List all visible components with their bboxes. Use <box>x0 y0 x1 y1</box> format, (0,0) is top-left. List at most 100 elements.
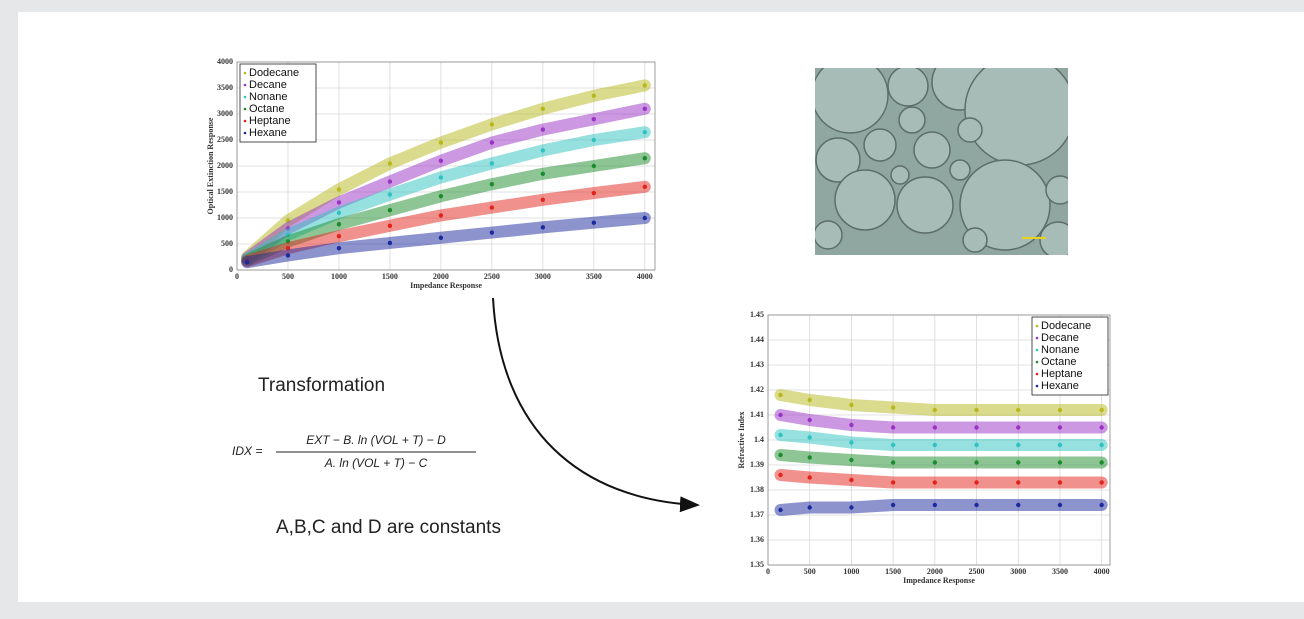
point <box>933 480 937 484</box>
point <box>808 475 812 479</box>
legend-entry: Octane <box>249 103 284 115</box>
point <box>337 234 341 238</box>
x-tick-label: 3500 <box>1052 567 1068 576</box>
legend-entry: Hexane <box>249 127 287 139</box>
transformation-label: Transformation <box>258 375 385 396</box>
y-tick-label: 500 <box>221 239 233 248</box>
point <box>490 205 494 209</box>
x-axis-title: Impedance Response <box>410 281 482 290</box>
y-tick-label: 2500 <box>217 135 233 144</box>
point <box>490 140 494 144</box>
point <box>778 393 782 397</box>
point <box>439 236 443 240</box>
point <box>592 94 596 98</box>
y-tick-label: 1.37 <box>750 510 764 519</box>
point <box>1099 460 1103 464</box>
point <box>891 460 895 464</box>
point <box>1058 408 1062 412</box>
point <box>643 185 647 189</box>
legend-entry: Heptane <box>1041 368 1083 380</box>
point <box>808 398 812 402</box>
legend-entry: Dodecane <box>1041 320 1091 332</box>
x-tick-label: 4000 <box>1094 567 1110 576</box>
y-tick-label: 3500 <box>217 83 233 92</box>
point <box>490 182 494 186</box>
x-tick-label: 2000 <box>433 272 449 281</box>
page: {"chart_data": [ {"type": "scatter", "xl… <box>0 0 1304 619</box>
point <box>1099 443 1103 447</box>
legend-entry: Decane <box>249 79 287 91</box>
legend-marker <box>1036 349 1039 352</box>
constants-note: A,B,C and D are constants <box>276 517 501 538</box>
point <box>974 425 978 429</box>
point <box>541 127 545 131</box>
point <box>778 433 782 437</box>
legend-entry: Hexane <box>1041 380 1079 392</box>
point <box>541 148 545 152</box>
point <box>849 423 853 427</box>
y-tick-label: 1500 <box>217 187 233 196</box>
y-tick-label: 0 <box>229 265 233 274</box>
point <box>388 208 392 212</box>
point <box>933 425 937 429</box>
point <box>541 107 545 111</box>
point <box>490 122 494 126</box>
point <box>592 138 596 142</box>
legend-marker <box>244 84 247 87</box>
formula-lhs: IDX = <box>232 444 262 458</box>
point <box>1058 460 1062 464</box>
y-tick-label: 1.4 <box>754 435 764 444</box>
point <box>933 503 937 507</box>
point <box>286 253 290 257</box>
point <box>1016 460 1020 464</box>
y-tick-label: 4000 <box>217 57 233 66</box>
y-axis-title: Optical Extinction Response <box>206 117 215 214</box>
y-tick-label: 1.38 <box>750 485 764 494</box>
point <box>849 478 853 482</box>
point <box>1016 480 1020 484</box>
point <box>439 213 443 217</box>
x-tick-label: 1000 <box>843 567 859 576</box>
legend-marker <box>1036 337 1039 340</box>
legend-entry: Nonane <box>249 91 288 103</box>
x-tick-label: 4000 <box>637 272 653 281</box>
point <box>1099 503 1103 507</box>
point <box>643 83 647 87</box>
point <box>643 107 647 111</box>
point <box>388 241 392 245</box>
legend-marker <box>244 96 247 99</box>
point <box>490 230 494 234</box>
legend-marker <box>1036 385 1039 388</box>
x-tick-label: 3000 <box>535 272 551 281</box>
point <box>592 117 596 121</box>
point <box>778 508 782 512</box>
y-tick-label: 1.41 <box>750 410 764 419</box>
y-tick-label: 3000 <box>217 109 233 118</box>
formula-denominator: A. ln (VOL + T) − C <box>324 456 428 470</box>
point <box>541 198 545 202</box>
point <box>1099 425 1103 429</box>
point <box>643 216 647 220</box>
point <box>337 187 341 191</box>
point <box>388 179 392 183</box>
point <box>337 200 341 204</box>
point <box>974 480 978 484</box>
point <box>891 503 895 507</box>
point <box>1058 425 1062 429</box>
point <box>849 458 853 462</box>
point <box>974 443 978 447</box>
point <box>439 159 443 163</box>
legend-marker <box>244 132 247 135</box>
point <box>592 164 596 168</box>
x-tick-label: 0 <box>766 567 770 576</box>
formula-numerator: EXT − B. ln (VOL + T) − D <box>306 433 446 447</box>
point <box>891 443 895 447</box>
point <box>778 473 782 477</box>
point <box>337 211 341 215</box>
y-tick-label: 2000 <box>217 161 233 170</box>
y-tick-label: 1.35 <box>750 560 764 569</box>
series-band <box>781 505 1102 510</box>
point <box>974 503 978 507</box>
x-tick-label: 1500 <box>885 567 901 576</box>
chart: 0500100015002000250030003500400005001000… <box>206 57 655 290</box>
